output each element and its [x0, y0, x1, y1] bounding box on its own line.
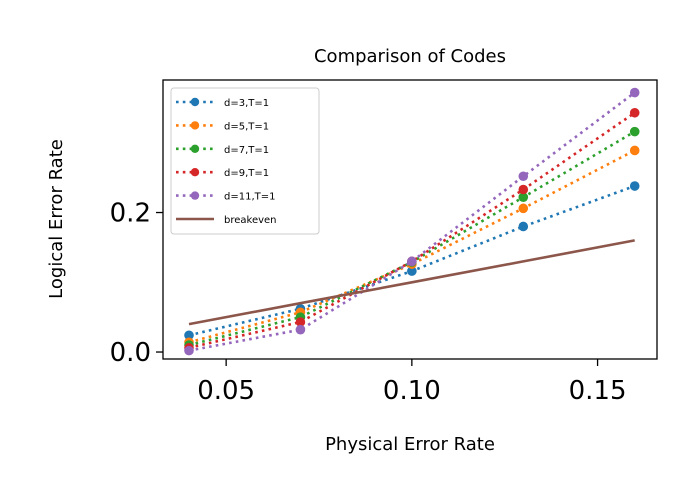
data-point	[184, 345, 194, 356]
legend-item: d=7,T=1	[176, 144, 269, 156]
x-axis-label: Physical Error Rate	[325, 434, 495, 455]
data-point	[629, 126, 640, 137]
series-breakeven	[188, 239, 635, 326]
legend-marker	[190, 168, 200, 177]
data-point	[295, 317, 306, 327]
plot-frame	[162, 79, 658, 360]
x-tick-label: 0.10	[383, 376, 441, 406]
x-tick-label: 0.15	[569, 376, 627, 406]
y-ticks: 0.0 0.2	[110, 199, 163, 368]
data-point	[518, 221, 529, 232]
x-tick-label: 0.05	[197, 376, 255, 406]
legend-label: d=9,T=1	[224, 168, 269, 179]
legend-label: breakeven	[224, 215, 277, 226]
y-axis-label: Logical Error Rate	[46, 139, 67, 299]
legend-label: d=3,T=1	[224, 98, 269, 109]
series-line	[188, 239, 635, 326]
data-point	[295, 324, 306, 335]
series-line	[188, 111, 636, 350]
legend-box	[170, 87, 320, 235]
legend-label: d=11,T=1	[224, 192, 275, 203]
legend-item: breakeven	[176, 215, 277, 226]
legend-marker	[190, 97, 200, 107]
data-point	[629, 107, 640, 118]
data-point	[518, 171, 529, 182]
legend-label: d=7,T=1	[224, 145, 269, 156]
y-tick-label: 0.2	[110, 199, 151, 229]
legend-item: d=3,T=1	[176, 97, 269, 109]
data-point	[629, 145, 640, 156]
data-point	[629, 87, 640, 98]
data-point	[518, 203, 529, 214]
data-point	[184, 330, 194, 341]
y-tick-label: 0.0	[110, 338, 151, 368]
legend-marker	[190, 121, 200, 130]
series-d=11,T=1	[184, 87, 640, 356]
legend-item: d=9,T=1	[176, 168, 269, 179]
legend-marker	[190, 144, 200, 153]
series-line	[188, 149, 636, 344]
series-layer	[184, 87, 640, 356]
legend: d=3,T=1 d=5,T=1 d=7,T=1 d=9,T=1 d=11,T=1 brea…	[170, 87, 320, 235]
data-point	[629, 181, 640, 191]
data-point	[407, 266, 417, 276]
x-ticks: 0.05 0.10 0.15	[197, 359, 627, 406]
legend-label: d=5,T=1	[224, 121, 269, 132]
legend-marker	[190, 191, 200, 200]
series-line	[188, 91, 636, 352]
legend-item: d=5,T=1	[176, 121, 269, 132]
chart-title: Comparison of Codes	[314, 46, 506, 67]
data-point	[407, 256, 417, 267]
legend-item: d=11,T=1	[176, 191, 275, 203]
data-point	[518, 192, 529, 202]
data-point	[518, 184, 529, 195]
